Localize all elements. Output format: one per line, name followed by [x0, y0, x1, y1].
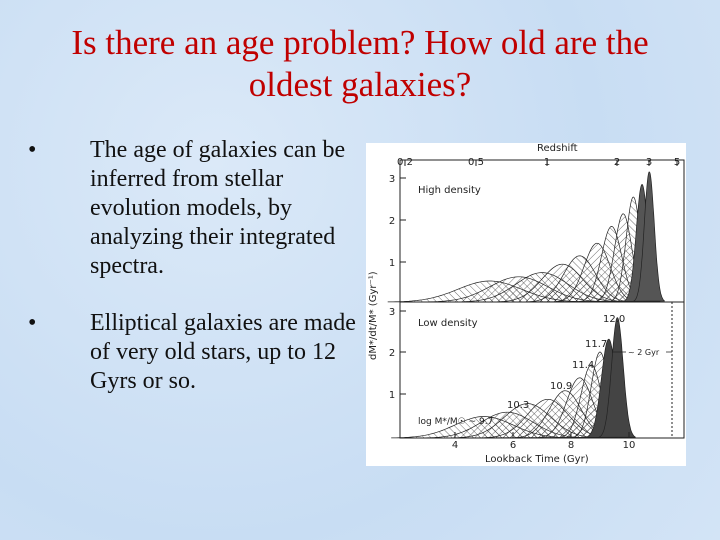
curve [633, 171, 665, 302]
curve [598, 317, 636, 438]
y-tick-label: 1 [389, 258, 395, 269]
y-tick-label: 3 [389, 307, 395, 318]
x-tick-label: 6 [510, 440, 516, 451]
curves [387, 171, 665, 439]
bullet-dot: • [28, 310, 37, 336]
x-tick-label: 8 [568, 440, 574, 451]
y-tick-label: 2 [389, 348, 395, 359]
x-axis-label: Lookback Time (Gyr) [485, 454, 589, 465]
x-tick-label: 4 [452, 440, 458, 451]
panel-label: Low density [418, 318, 478, 329]
x-tick-label: 10 [623, 440, 636, 451]
bullet-text: Elliptical galaxies are made of very old… [90, 310, 356, 394]
figure: Redshift High density Low density 10.3 1… [366, 143, 686, 466]
slide-title: Is there an age problem? How old are the… [71, 23, 649, 104]
y-tick-label: 1 [389, 390, 395, 401]
peak-label: 12.0 [603, 314, 625, 325]
bullet: • Elliptical galaxies are made of very o… [28, 309, 368, 399]
bullet-text: The age of galaxies can be inferred from… [90, 137, 346, 279]
mass-label: log M*/M☉ ~ 9.7 [418, 417, 493, 427]
peak-label: 11.7 [585, 339, 607, 350]
y-tick-label: 2 [389, 216, 395, 227]
interval-label-bg [626, 346, 666, 357]
bullet-dot: • [28, 137, 37, 163]
peak-label: 10.9 [550, 381, 572, 392]
peak-label: 10.3 [507, 400, 529, 411]
bullet: • The age of galaxies can be inferred fr… [28, 136, 368, 286]
top-axis-label: Redshift [537, 143, 578, 154]
peak-label: 11.4 [572, 360, 594, 371]
interval-label: ~ 2 Gyr [628, 348, 660, 357]
panel-label: High density [418, 185, 481, 196]
y-axis-label: dM*/dt/M* (Gyr⁻¹) [368, 271, 379, 360]
y-tick-label: 3 [389, 174, 395, 185]
